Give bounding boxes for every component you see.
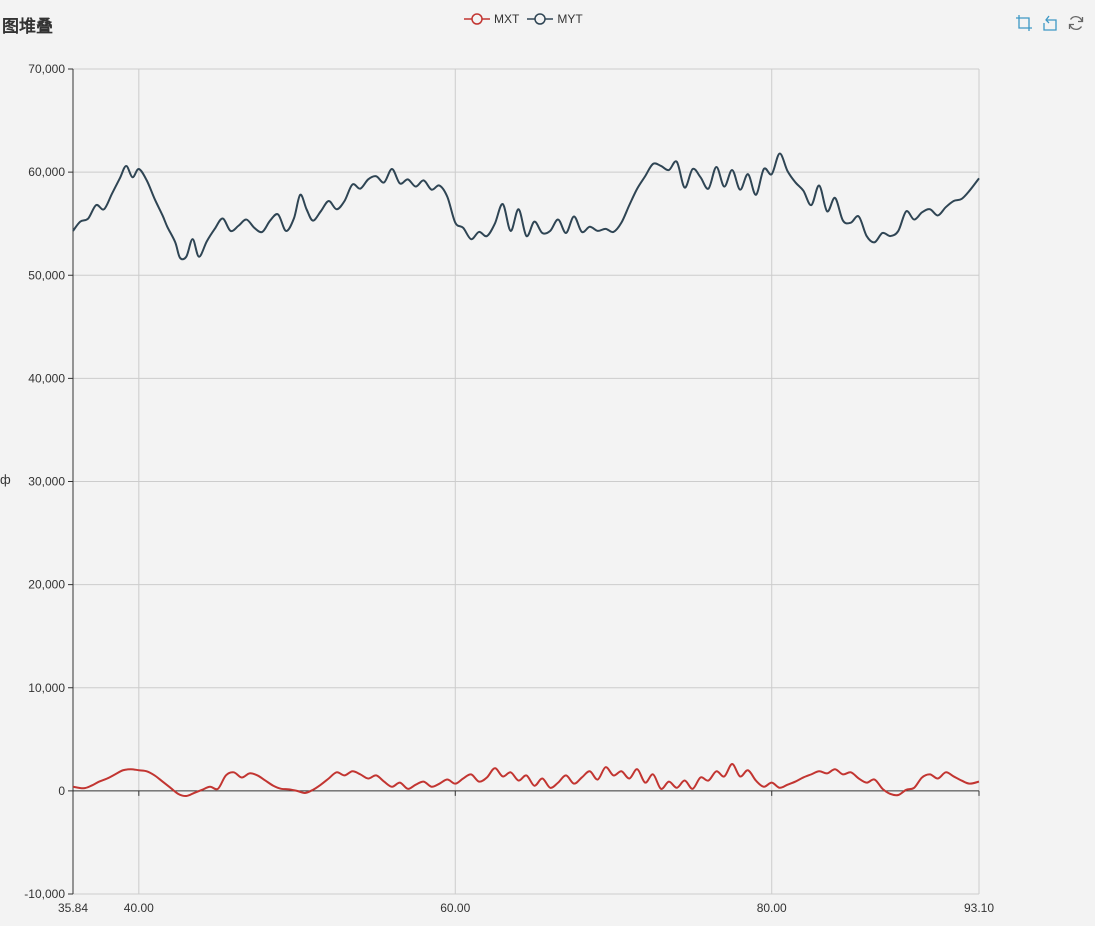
y-tick-label: 60,000: [28, 165, 65, 179]
y-tick-label: 20,000: [28, 578, 65, 592]
legend: MXT MYT: [464, 12, 583, 26]
series: [72, 152, 980, 798]
toolbox: [1015, 14, 1085, 32]
legend-label-mxt: MXT: [494, 12, 520, 26]
tick-labels: -10,000 0 10,000 20,000 30,000 40,000 50,000 60…: [24, 62, 994, 915]
axes: [68, 68, 980, 895]
x-tick-label: 80.00: [757, 901, 787, 915]
legend-item-mxt[interactable]: MXT: [464, 12, 519, 26]
y-axis-label: ф: [0, 472, 11, 487]
y-tick-label: 30,000: [28, 475, 65, 489]
zoom-reset-icon[interactable]: [1041, 14, 1059, 32]
y-tick-label: 0: [58, 784, 65, 798]
x-tick-label: 93.10: [964, 901, 994, 915]
series-line-mxt: [72, 763, 980, 798]
y-tick-label: -10,000: [24, 887, 65, 901]
y-tick-label: 10,000: [28, 681, 65, 695]
y-tick-label: 70,000: [28, 62, 65, 76]
grid: [73, 68, 980, 895]
legend-item-myt[interactable]: MYT: [527, 12, 583, 26]
x-tick-label: 35.84: [58, 901, 88, 915]
data-zoom-icon[interactable]: [1015, 14, 1033, 32]
x-tick-label: 40.00: [124, 901, 154, 915]
series-line-myt: [72, 152, 980, 261]
legend-label-myt: MYT: [557, 12, 583, 26]
chart-title: 图堆叠: [2, 17, 53, 37]
y-tick-label: 40,000: [28, 371, 65, 385]
legend-marker-myt: [527, 13, 554, 25]
y-tick-label: 50,000: [28, 268, 65, 282]
legend-marker-mxt: [464, 13, 490, 25]
x-tick-label: 60.00: [440, 901, 470, 915]
restore-icon[interactable]: [1067, 14, 1085, 32]
